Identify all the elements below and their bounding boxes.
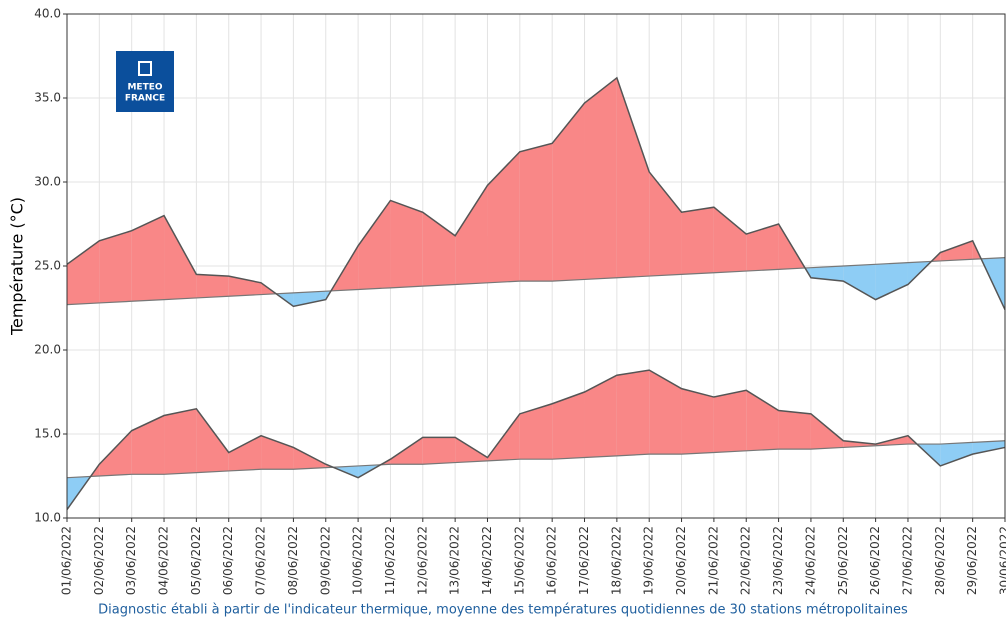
anomaly-fill	[810, 413, 844, 450]
anomaly-fill	[940, 442, 973, 466]
x-tick-label: 09/06/2022	[318, 526, 332, 595]
anomaly-fill	[358, 200, 391, 290]
anomaly-fill	[552, 392, 585, 460]
anomaly-fill	[164, 408, 197, 475]
x-tick-label: 04/06/2022	[157, 526, 171, 595]
logo: METEO FRANCE	[116, 51, 174, 112]
x-tick-label: 28/06/2022	[933, 526, 947, 595]
anomaly-fill	[778, 410, 811, 450]
anomaly-fill	[552, 103, 585, 282]
anomaly-fill	[972, 440, 1005, 455]
observed-line	[66, 369, 1006, 511]
x-tick-label: 24/06/2022	[803, 526, 817, 595]
x-tick-label: 07/06/2022	[254, 526, 268, 595]
normal-line	[66, 257, 1006, 306]
anomaly-fill	[649, 370, 682, 455]
y-tick-label: 10.0	[34, 511, 61, 525]
x-tick-label: 08/06/2022	[286, 526, 300, 595]
fills	[67, 77, 1005, 510]
x-tick-label: 12/06/2022	[415, 526, 429, 595]
logo-text: FRANCE	[125, 94, 165, 104]
x-tick-label: 25/06/2022	[836, 526, 850, 595]
caption: Diagnostic établi à partir de l'indicate…	[98, 603, 908, 618]
x-tick-label: 05/06/2022	[189, 526, 203, 595]
anomaly-fill	[616, 370, 650, 456]
anomaly-fill	[455, 185, 488, 285]
x-tick-label: 01/06/2022	[60, 526, 74, 595]
x-tick-label: 26/06/2022	[868, 526, 882, 595]
x-tick-label: 03/06/2022	[124, 526, 138, 595]
anomaly-fill	[519, 143, 553, 282]
y-tick-label: 20.0	[34, 343, 61, 357]
y-tick-label: 30.0	[34, 175, 61, 189]
anomaly-fill	[940, 240, 973, 261]
y-tick-label: 40.0	[34, 7, 61, 21]
x-tick-label: 30/06/2022	[998, 526, 1006, 595]
x-tick-label: 13/06/2022	[448, 526, 462, 595]
anomaly-fill	[746, 224, 779, 272]
anomaly-fill	[390, 437, 423, 465]
anomaly-fill	[99, 430, 132, 476]
anomaly-fill	[422, 437, 456, 465]
anomaly-fill	[196, 274, 229, 298]
x-tick-label: 19/06/2022	[642, 526, 656, 595]
y-tick-label: 35.0	[34, 91, 61, 105]
anomaly-fill	[67, 240, 100, 305]
x-tick-label: 17/06/2022	[577, 526, 591, 595]
anomaly-fill	[196, 408, 229, 473]
anomaly-fill	[713, 390, 747, 453]
x-tick-label: 20/06/2022	[674, 526, 688, 595]
anomaly-fill	[261, 435, 294, 470]
anomaly-fill	[293, 291, 326, 307]
anomaly-fill	[584, 77, 617, 280]
logo-icon	[138, 61, 152, 76]
anomaly-fill	[713, 207, 747, 273]
logo-text: METEO	[127, 83, 162, 93]
anomaly-fill	[843, 264, 876, 300]
x-tick-label: 15/06/2022	[512, 526, 526, 595]
anomaly-fill	[681, 207, 714, 275]
anomaly-fill	[99, 230, 132, 303]
anomaly-fill	[131, 215, 165, 302]
anomaly-fill	[455, 437, 488, 463]
anomaly-fill	[487, 151, 520, 283]
y-axis-title: Température (°C)	[8, 197, 27, 336]
x-tick-label: 14/06/2022	[480, 526, 494, 595]
normal-line	[66, 440, 1006, 479]
x-tick-label: 18/06/2022	[609, 526, 623, 595]
anomaly-fill	[164, 215, 197, 300]
anomaly-fill	[649, 171, 682, 277]
anomaly-fill	[584, 375, 617, 458]
x-tick-label: 27/06/2022	[900, 526, 914, 595]
x-tick-label: 06/06/2022	[221, 526, 235, 595]
y-tick-label: 25.0	[34, 259, 61, 273]
x-tick-label: 16/06/2022	[545, 526, 559, 595]
anomaly-fill	[519, 403, 553, 460]
anomaly-fill	[875, 262, 908, 300]
x-tick-label: 02/06/2022	[92, 526, 106, 595]
anomaly-fill	[293, 447, 326, 470]
lines	[66, 76, 1006, 511]
anomaly-fill	[390, 200, 423, 288]
x-tick-label: 10/06/2022	[351, 526, 365, 595]
observed-line	[66, 76, 1006, 310]
x-tick-label: 21/06/2022	[706, 526, 720, 595]
x-tick-label: 29/06/2022	[965, 526, 979, 595]
anomaly-fill	[228, 435, 262, 471]
anomaly-fill	[810, 266, 844, 282]
x-tick-label: 22/06/2022	[739, 526, 753, 595]
anomaly-fill	[681, 388, 714, 455]
anomaly-fill	[131, 415, 165, 475]
anomaly-fill	[616, 77, 650, 278]
y-tick-label: 15.0	[34, 427, 61, 441]
anomaly-fill	[746, 390, 779, 451]
x-tick-label: 11/06/2022	[383, 526, 397, 595]
x-tick-label: 23/06/2022	[771, 526, 785, 595]
